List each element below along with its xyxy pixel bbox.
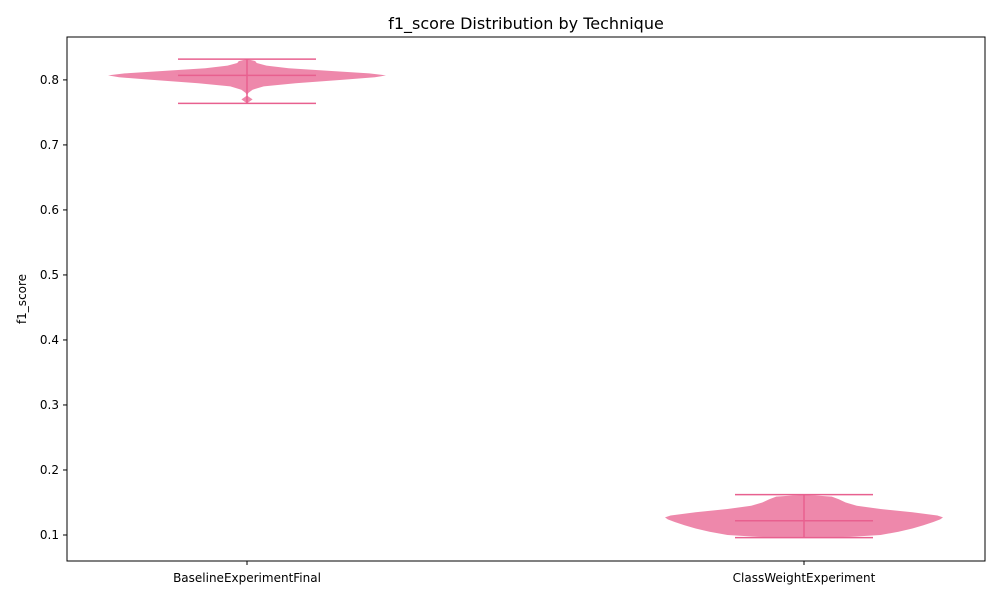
y-axis-label: f1_score (15, 274, 29, 324)
violins-group (108, 58, 943, 539)
y-tick-label: 0.1 (40, 528, 59, 542)
x-tick-label: ClassWeightExperiment (733, 571, 876, 585)
y-tick-label: 0.7 (40, 138, 59, 152)
y-tick-label: 0.3 (40, 398, 59, 412)
y-tick-label: 0.4 (40, 333, 59, 347)
x-axis: BaselineExperimentFinal ClassWeightExperi… (173, 561, 876, 585)
plot-frame (66, 36, 986, 562)
y-tick-label: 0.5 (40, 268, 59, 282)
y-tick-label: 0.8 (40, 73, 59, 87)
chart-title: f1_score Distribution by Technique (388, 14, 664, 34)
y-tick-label: 0.2 (40, 463, 59, 477)
y-axis: 0.1 0.2 0.3 0.4 0.5 0.6 0.7 0.8 (40, 73, 67, 542)
y-tick-label: 0.6 (40, 203, 59, 217)
x-tick-label: BaselineExperimentFinal (173, 571, 321, 585)
